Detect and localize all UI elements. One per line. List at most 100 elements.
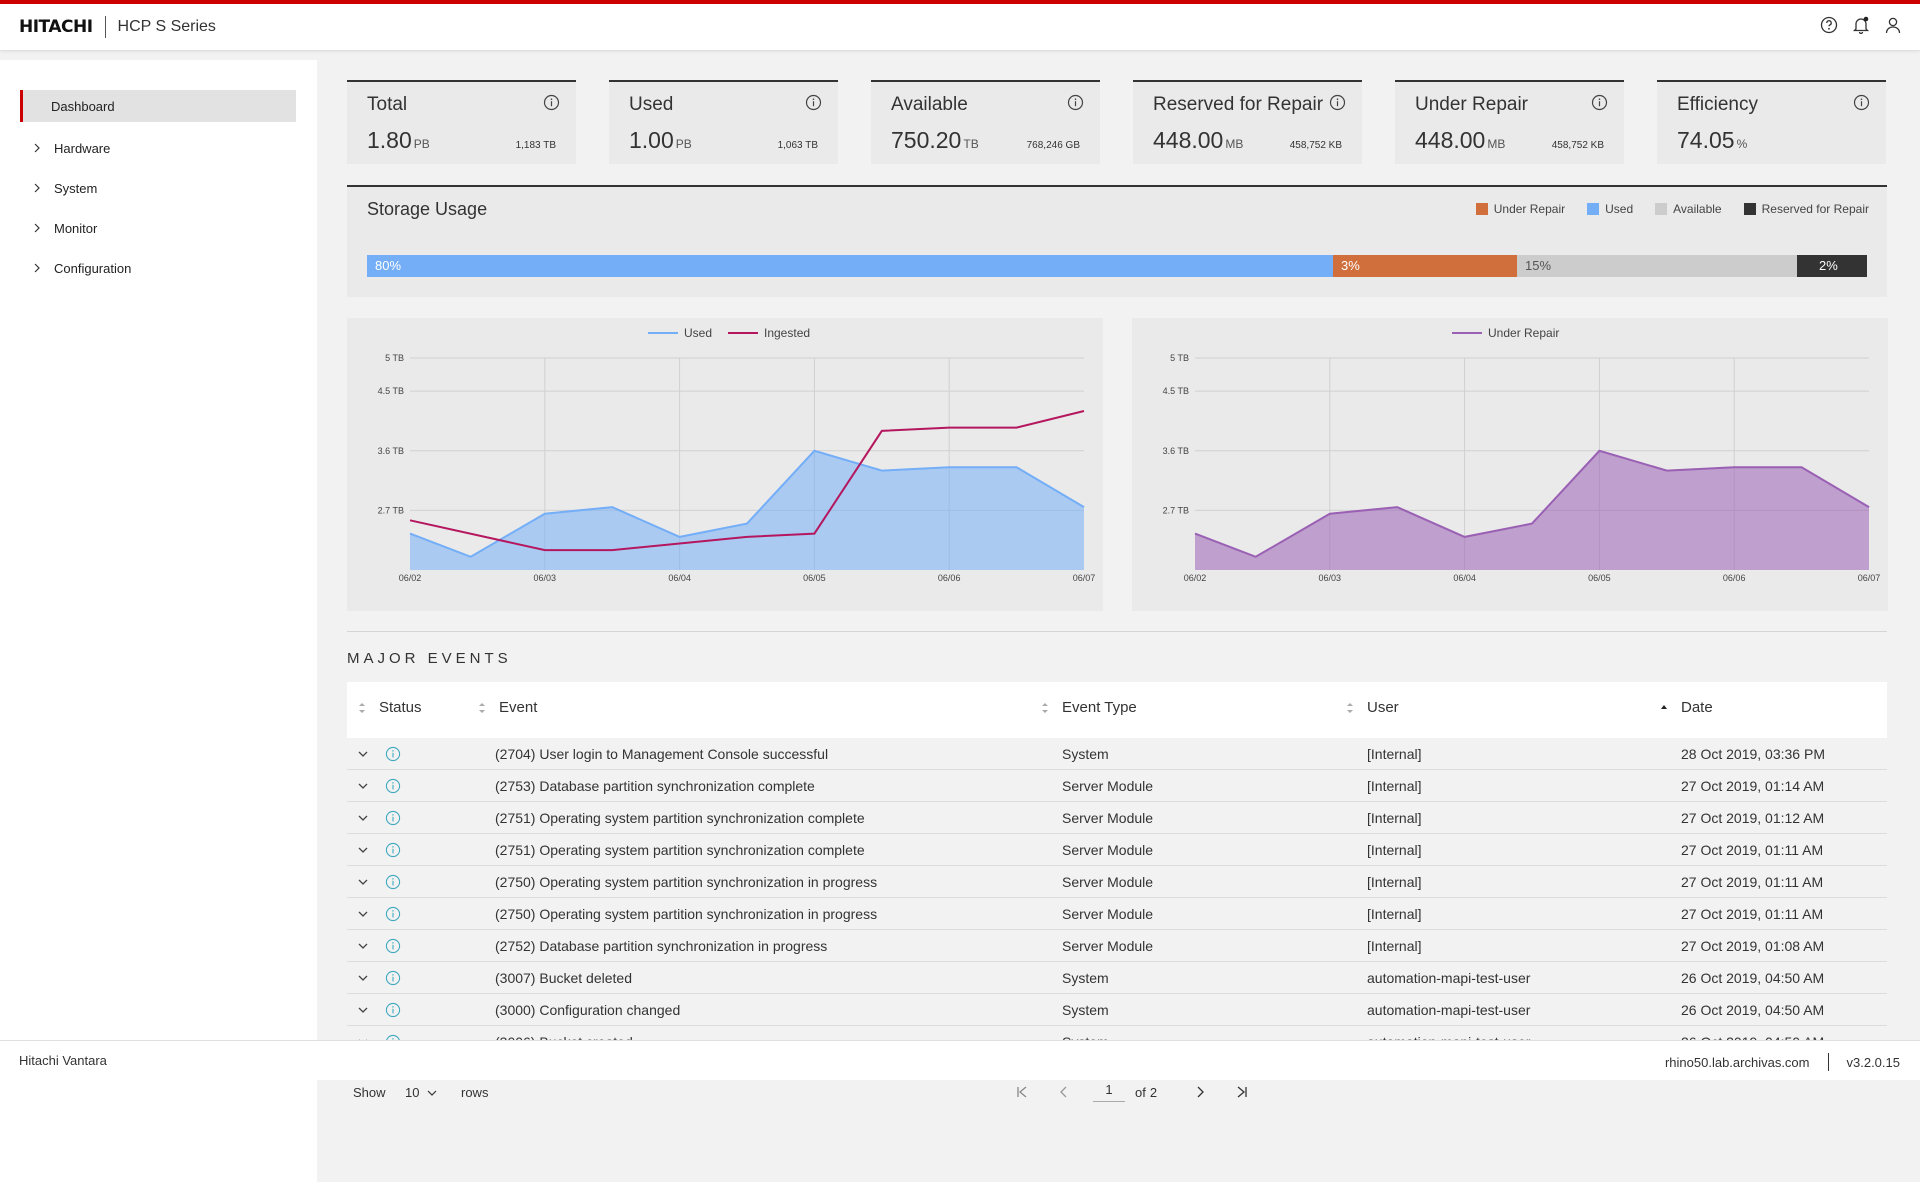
sidebar-item-dashboard[interactable]: Dashboard (20, 90, 296, 122)
card-value-number: 1.00 (629, 127, 674, 153)
chevron-down-icon[interactable] (357, 972, 369, 984)
last-page-icon[interactable] (1235, 1085, 1249, 1099)
card-title: Used (629, 94, 674, 115)
column-header-status[interactable]: Status (379, 699, 422, 716)
legend-label: Used (684, 326, 712, 340)
rows-show-label: Show (353, 1085, 386, 1100)
table-row[interactable]: (2753) Database partition synchronizatio… (347, 770, 1887, 802)
sidebar-item-hardware[interactable]: Hardware (20, 128, 296, 168)
chevron-down-icon[interactable] (357, 812, 369, 824)
y-tick-label: 5 TB (385, 353, 404, 363)
column-header-date[interactable]: Date (1681, 699, 1713, 716)
event-type-cell: Server Module (1062, 810, 1154, 826)
chevron-down-icon[interactable] (357, 1004, 369, 1016)
x-tick-label: 06/03 (1319, 573, 1342, 583)
chevron-down-icon[interactable] (357, 780, 369, 792)
usage-segment-under-repair: 3% (1333, 255, 1517, 277)
card-unit: PB (413, 137, 430, 151)
info-status-icon (385, 746, 401, 762)
chevron-down-icon[interactable] (357, 940, 369, 952)
info-status-icon (385, 874, 401, 890)
card-unit: MB (1487, 137, 1506, 151)
table-row[interactable]: (2750) Operating system partition synchr… (347, 898, 1887, 930)
notification-bell-icon[interactable] (1852, 16, 1870, 34)
legend-swatch (1743, 203, 1756, 215)
card-unit: % (1736, 137, 1748, 151)
card-value: 448.00 MB (1415, 127, 1505, 154)
current-page-input[interactable]: 1 (1093, 1082, 1125, 1102)
user-account-icon[interactable] (1884, 16, 1902, 34)
table-row[interactable]: (2751) Operating system partition synchr… (347, 834, 1887, 866)
info-status-icon (385, 810, 401, 826)
storage-usage-title: Storage Usage (367, 199, 488, 219)
card-value: 1.00 PB (629, 127, 692, 154)
card-total: Total 1.80 PB 1,183 TB (347, 80, 576, 164)
event-type-cell: Server Module (1062, 778, 1154, 794)
chevron-down-icon[interactable] (357, 748, 369, 760)
sidebar-item-system[interactable]: System (20, 168, 296, 208)
info-icon[interactable] (1329, 94, 1346, 111)
table-row[interactable]: (3007) Bucket deleted System automation-ma… (347, 962, 1887, 994)
sidebar-item-configuration[interactable]: Configuration (20, 248, 296, 288)
storage-usage-bar: 80% 3% 15% 2% (367, 255, 1867, 277)
date-cell: 27 Oct 2019, 01:11 AM (1681, 874, 1824, 890)
y-tick-label: 4.5 TB (1163, 386, 1189, 396)
table-row[interactable]: (2704) User login to Management Console … (347, 738, 1887, 770)
x-tick-label: 06/04 (668, 573, 691, 583)
user-cell: [Internal] (1367, 842, 1422, 858)
event-type-cell: Server Module (1062, 874, 1154, 890)
sort-icon[interactable] (477, 701, 487, 715)
divider (347, 631, 1887, 632)
x-tick-label: 06/02 (1184, 573, 1207, 583)
sort-icon[interactable] (1040, 701, 1050, 715)
summary-cards: Total 1.80 PB 1,183 TB Used 1.00 PB 1,063 … (347, 80, 1886, 164)
y-tick-label: 4.5 TB (378, 386, 404, 396)
info-icon[interactable] (805, 94, 822, 111)
column-header-user[interactable]: User (1367, 699, 1399, 716)
used-ingested-chart: 2.7 TB 3.6 TB 4.5 TB 5 TB 06/02 06/03 06/04 06/… (378, 326, 1096, 583)
chevron-right-icon (34, 183, 40, 193)
next-page-icon[interactable] (1193, 1085, 1207, 1099)
card-value-number: 74.05 (1677, 127, 1735, 153)
card-unit: MB (1225, 137, 1244, 151)
date-cell: 28 Oct 2019, 03:36 PM (1681, 746, 1825, 762)
card-unit: PB (675, 137, 692, 151)
card-title: Under Repair (1415, 94, 1528, 115)
series-line-under-repair (1194, 449, 1870, 558)
info-icon[interactable] (1853, 94, 1870, 111)
sort-icon[interactable] (357, 701, 367, 715)
sort-icon[interactable] (1345, 701, 1355, 715)
legend-item-reserved: Reserved for Repair (1743, 202, 1869, 216)
sort-ascending-icon[interactable] (1659, 701, 1669, 715)
event-cell: (2750) Operating system partition synchr… (495, 906, 878, 922)
date-cell: 26 Oct 2019, 04:50 AM (1681, 1002, 1825, 1018)
rows-per-page-select[interactable]: 10 (405, 1085, 437, 1100)
column-header-event[interactable]: Event (499, 699, 538, 716)
chevron-down-icon[interactable] (357, 844, 369, 856)
storage-usage-legend: Under Repair Used Available Reserved for… (1462, 202, 1869, 216)
date-cell: 26 Oct 2019, 04:50 AM (1681, 970, 1825, 986)
column-header-event-type[interactable]: Event Type (1062, 699, 1137, 716)
card-value-number: 448.00 (1415, 127, 1486, 153)
event-cell: (2704) User login to Management Console … (495, 746, 829, 762)
top-bar: HITACHI HCP S Series (0, 0, 1920, 50)
first-page-icon[interactable] (1015, 1085, 1029, 1099)
help-icon[interactable] (1820, 16, 1838, 34)
y-tick-label: 2.7 TB (378, 505, 404, 515)
table-row[interactable]: (2750) Operating system partition synchr… (347, 866, 1887, 898)
chevron-down-icon[interactable] (357, 908, 369, 920)
info-icon[interactable] (1067, 94, 1084, 111)
storage-usage-panel: Storage Usage Under Repair Used Availabl… (347, 185, 1887, 297)
user-cell: [Internal] (1367, 810, 1422, 826)
table-row[interactable]: (3000) Configuration changed System automa… (347, 994, 1887, 1026)
table-row[interactable]: (2751) Operating system partition synchr… (347, 802, 1887, 834)
sidebar-item-monitor[interactable]: Monitor (20, 208, 296, 248)
card-title: Efficiency (1677, 94, 1758, 115)
info-icon[interactable] (1591, 94, 1608, 111)
previous-page-icon[interactable] (1057, 1085, 1071, 1099)
chevron-down-icon[interactable] (357, 876, 369, 888)
legend-label: Available (1673, 202, 1722, 216)
info-icon[interactable] (543, 94, 560, 111)
table-row[interactable]: (2752) Database partition synchronizatio… (347, 930, 1887, 962)
segment-label: 80% (375, 258, 402, 273)
